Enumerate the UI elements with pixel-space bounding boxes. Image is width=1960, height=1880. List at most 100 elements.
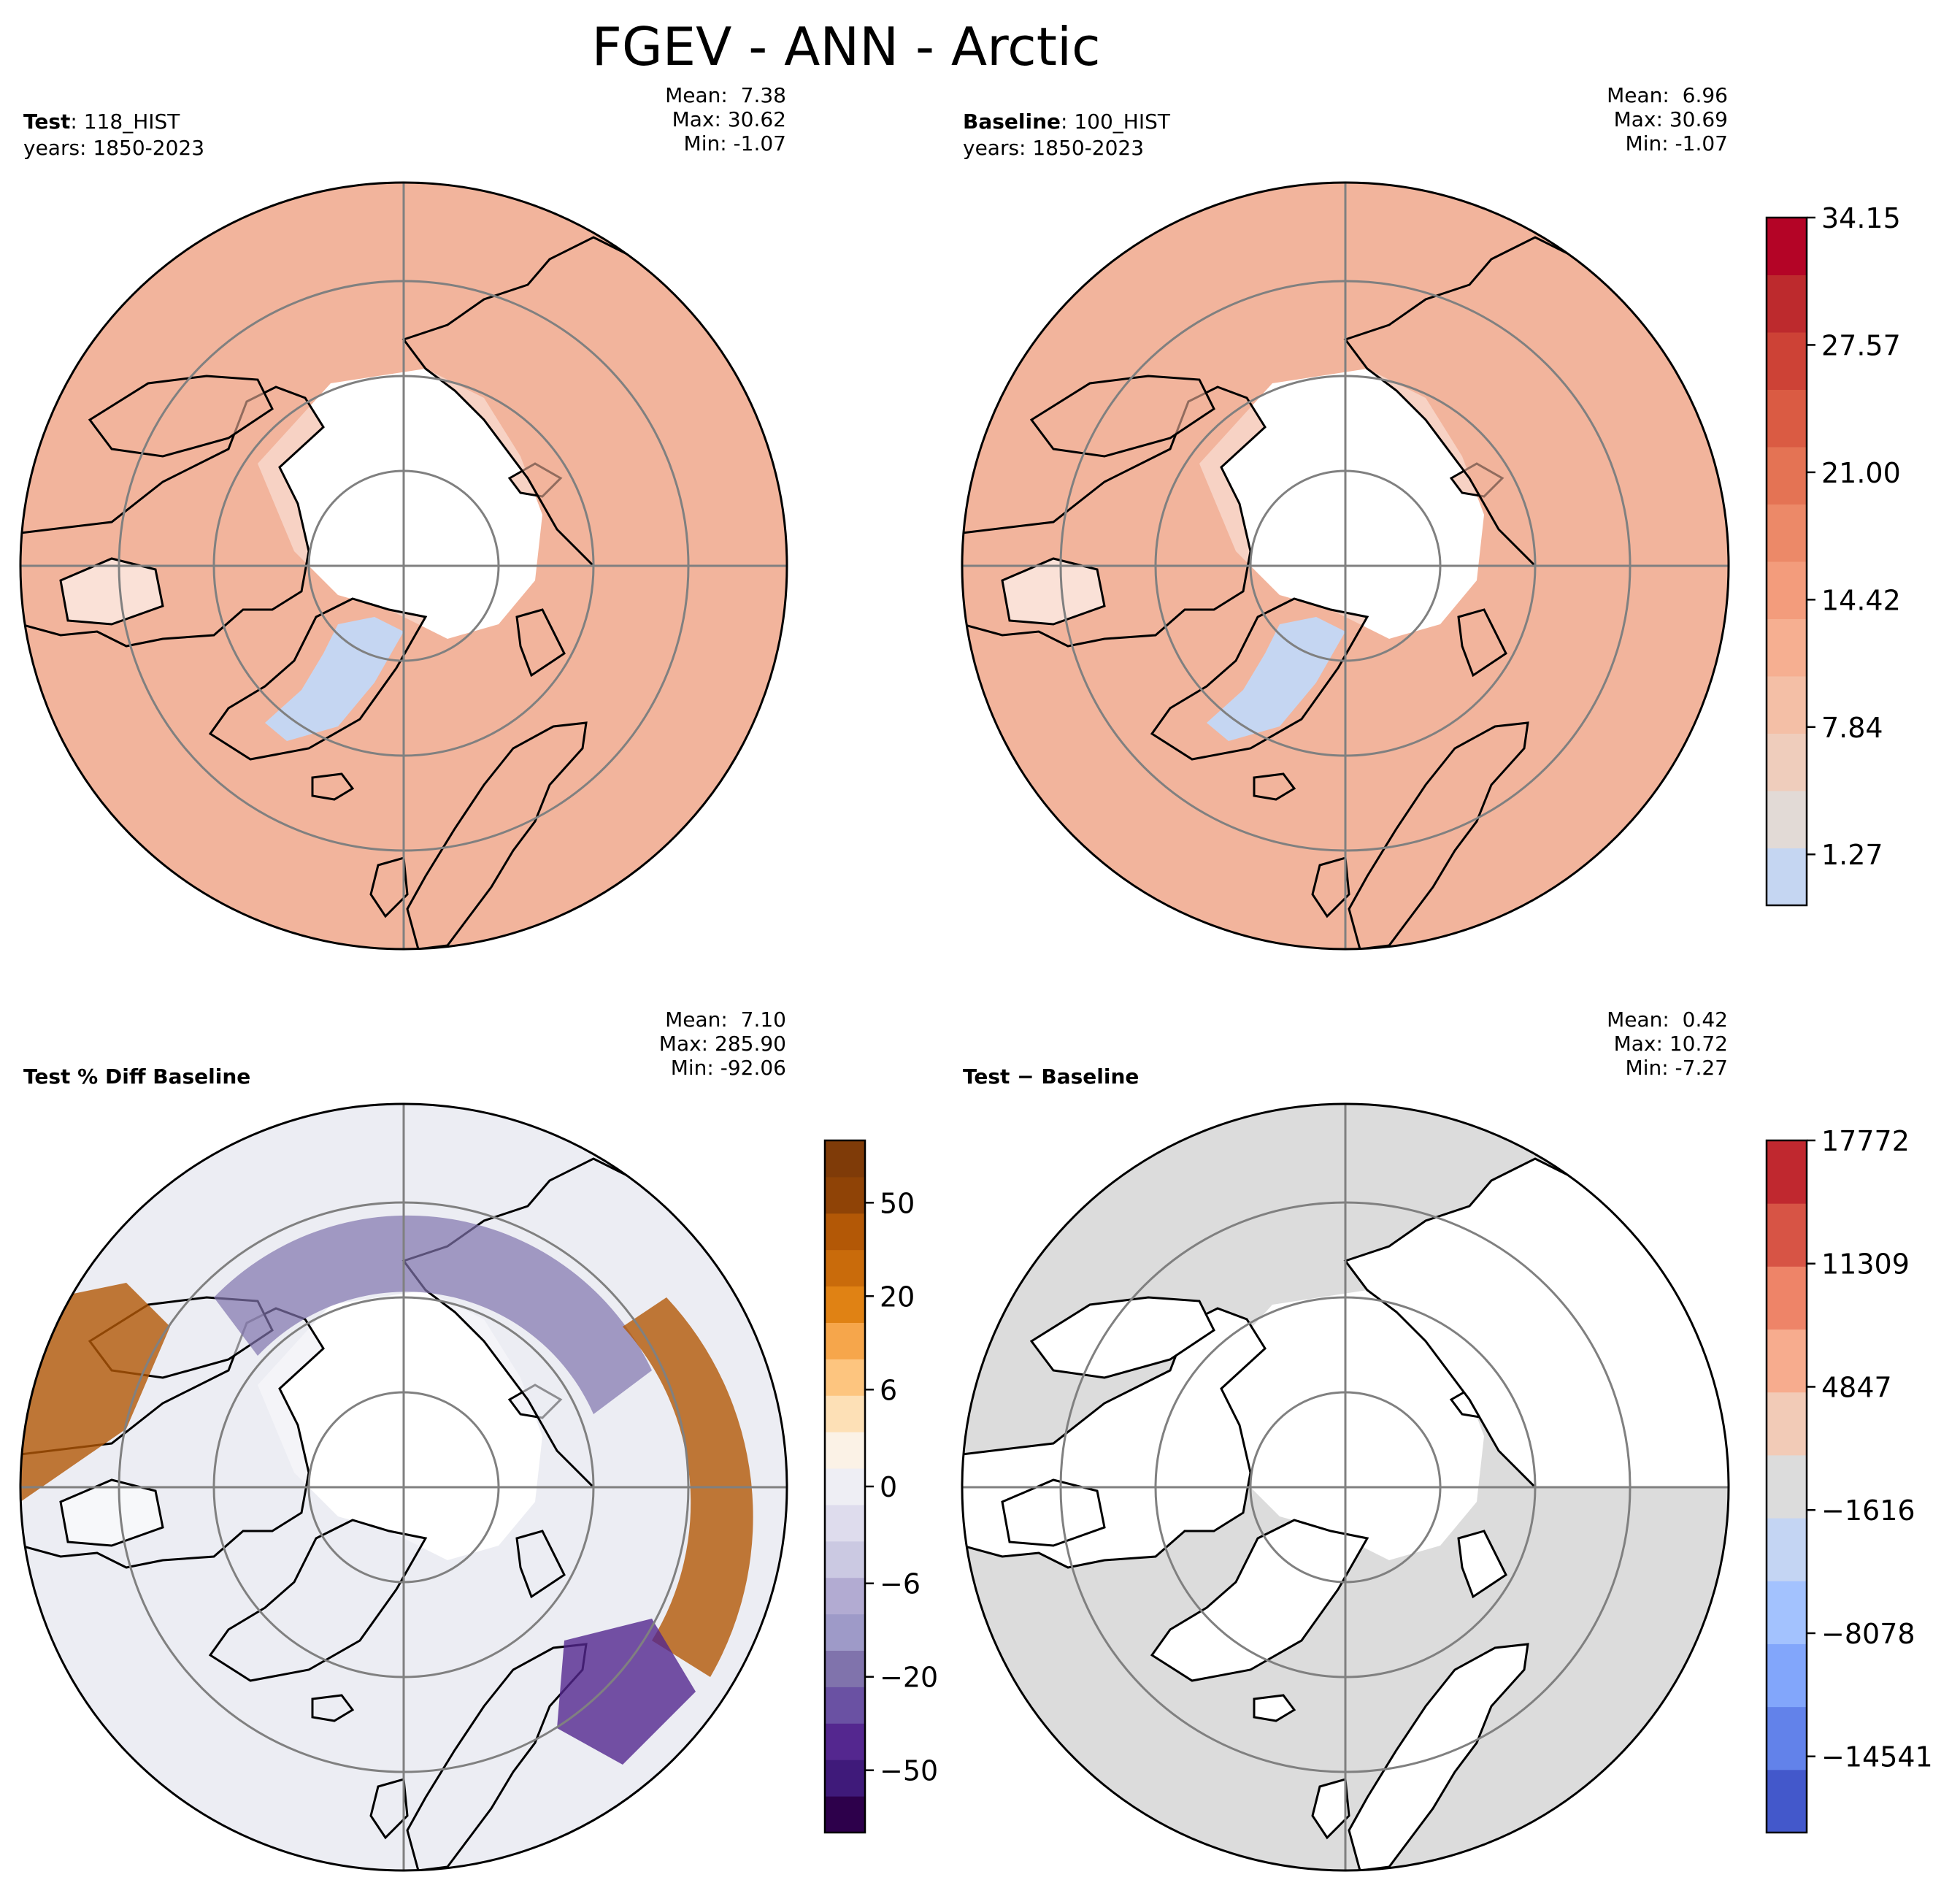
colorbar-tick-label: −20 (880, 1662, 938, 1694)
colorbar-tick-label: −50 (880, 1755, 938, 1787)
colorbar-tick-label: −8078 (1821, 1618, 1915, 1650)
pctdiff-max: Max: 285.90 (658, 1032, 786, 1056)
colorbar-segment (825, 1322, 865, 1359)
baseline-max: Max: 30.69 (1613, 107, 1728, 132)
colorbar-tick-label: −14541 (1821, 1741, 1933, 1773)
colorbar-segment (1767, 1140, 1807, 1204)
map-missing-region-2 (258, 1290, 542, 1560)
colorbar-tick-label: 20 (880, 1281, 915, 1313)
colorbar-segment (1767, 848, 1807, 906)
colorbar-segment (1767, 447, 1807, 504)
map-boundary-1 (961, 181, 1730, 951)
colorbar-3: 17772 11309 4847 −1616 −8078 −14541 (1765, 1125, 1933, 1834)
colorbar-segment (825, 1359, 865, 1396)
pctdiff-min: Min: -92.06 (670, 1056, 786, 1081)
diff-max: Max: 10.72 (1613, 1032, 1728, 1056)
colorbar-segment (825, 1541, 865, 1578)
diff-stats: Mean: 0.42 Max: 10.72 Min: -7.27 (1607, 1008, 1728, 1080)
baseline-years: years: 1850-2023 (963, 136, 1145, 160)
colorbar-tick-label: 27.57 (1821, 329, 1901, 361)
baseline-panel-label: Baseline: 100_HIST (963, 110, 1170, 134)
pctdiff-label-bold: Test % Diff Baseline (23, 1064, 251, 1089)
pctdiff-purple-band (214, 1215, 652, 1414)
map-missing-region-0 (258, 369, 542, 639)
colorbar-segment (1767, 1518, 1807, 1581)
colorbar-segment (825, 1432, 865, 1469)
colorbar-tick-label: 50 (880, 1187, 915, 1219)
colorbar-segment (1767, 733, 1807, 791)
colorbar-tick-label: 4847 (1821, 1371, 1892, 1403)
colorbar-tick-label: 17772 (1821, 1125, 1910, 1157)
colorbar-segment (825, 1504, 865, 1542)
map-boundary-3 (961, 1102, 1730, 1872)
map-missing-region-1 (1199, 369, 1484, 639)
map-boundary-2 (19, 1102, 788, 1872)
colorbar-frame (1765, 1139, 1808, 1834)
test-years: years: 1850-2023 (23, 136, 205, 160)
pctdiff-deep-purple (557, 1619, 696, 1765)
colorbar-segment (825, 1614, 865, 1651)
colorbar-segment (1767, 791, 1807, 848)
colorbar-tick-label: 1.27 (1821, 839, 1883, 871)
colorbar-tick-label: 11309 (1821, 1248, 1910, 1281)
diff-label-bold: Test (963, 1064, 1010, 1089)
test-label-run: : 118_HIST (70, 110, 180, 134)
baseline-min: Min: -1.07 (1625, 131, 1728, 156)
diff-label-rest: − Baseline (1010, 1064, 1140, 1089)
colorbar-segment (825, 1213, 865, 1251)
colorbar-segment (1767, 1203, 1807, 1267)
colorbar-segment (825, 1760, 865, 1797)
colorbar-segment (1767, 1329, 1807, 1393)
polar-map-3 (961, 1102, 1730, 1872)
colorbar-segment (1767, 275, 1807, 333)
diff-panel-label: Test − Baseline (963, 1064, 1139, 1089)
colorbar-segment (1767, 1706, 1807, 1770)
test-label-bold: Test (23, 110, 71, 134)
pctdiff-mean: Mean: 7.10 (665, 1008, 786, 1032)
colorbar-tick-label: 6 (880, 1374, 897, 1406)
colorbar-segment (825, 1395, 865, 1432)
diff-mean: Mean: 0.42 (1607, 1008, 1728, 1032)
colorbar-tick-label: 14.42 (1821, 584, 1901, 616)
colorbar-segment (1767, 561, 1807, 619)
colorbar-segment (1767, 504, 1807, 562)
colorbar-segment (825, 1723, 865, 1760)
test-max: Max: 30.62 (672, 107, 786, 132)
colorbar-segment (1767, 389, 1807, 448)
colorbar-segment (1767, 332, 1807, 390)
polar-map-0 (19, 181, 788, 951)
colorbar-tick-label: 0 (880, 1471, 897, 1503)
test-panel-label: Test: 118_HIST (23, 110, 180, 134)
colorbar-2: 50 20 6 0 −6 −20 −50 (823, 1139, 938, 1834)
pctdiff-stats: Mean: 7.10 Max: 285.90 Min: -92.06 (659, 1008, 786, 1080)
colorbar-segment (1767, 218, 1807, 275)
colorbar-segment (825, 1140, 865, 1178)
colorbar-segment (825, 1650, 865, 1687)
colorbar-segment (1767, 1643, 1807, 1708)
colorbar-tick-label: −1616 (1821, 1495, 1915, 1527)
pctdiff-panel-label: Test % Diff Baseline (23, 1064, 250, 1089)
test-mean: Mean: 7.38 (665, 83, 786, 107)
polar-map-1 (961, 181, 1730, 951)
colorbar-segment (1767, 1454, 1807, 1519)
colorbar-tick-label: 7.84 (1821, 712, 1883, 744)
greenland-ice-0 (265, 617, 404, 741)
colorbar-segment (825, 1796, 865, 1833)
colorbar-segment (825, 1249, 865, 1287)
pctdiff-orange-ring (623, 1297, 753, 1677)
colorbar-segment (825, 1468, 865, 1505)
greenland-ice-1 (1207, 617, 1345, 741)
colorbar-segment (825, 1687, 865, 1724)
test-min: Min: -1.07 (683, 131, 786, 156)
diff-min: Min: -7.27 (1625, 1056, 1728, 1081)
colorbar-segment (1767, 1266, 1807, 1330)
baseline-mean: Mean: 6.96 (1607, 83, 1728, 107)
colorbar-tick-label: 34.15 (1821, 202, 1901, 234)
baseline-label-bold: Baseline (963, 110, 1061, 134)
baseline-stats: Mean: 6.96 Max: 30.69 Min: -1.07 (1607, 83, 1728, 156)
polar-map-2 (19, 1102, 788, 1872)
figure-title: FGEV - ANN - Arctic (591, 16, 1101, 77)
colorbar-segment (1767, 676, 1807, 734)
pctdiff-west-orange (20, 1283, 170, 1502)
